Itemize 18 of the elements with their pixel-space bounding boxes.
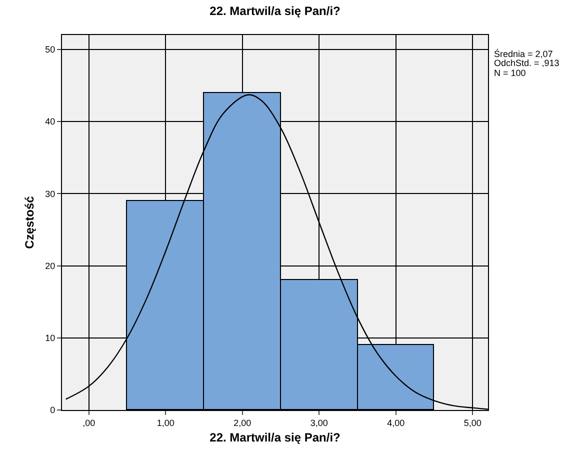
- y-tick-label: 30: [45, 188, 56, 199]
- chart-title: 22. Martwil/a się Pan/i?: [210, 4, 340, 18]
- y-tick-label: 50: [45, 44, 56, 55]
- x-axis-title: 22. Martwil/a się Pan/i?: [210, 430, 340, 445]
- x-tick-label: ,00: [82, 418, 96, 428]
- x-tick-label: 5,00: [464, 418, 482, 428]
- y-tick-label: 10: [45, 333, 56, 344]
- y-axis-title: Częstość: [22, 196, 36, 249]
- y-tick-label: 0: [50, 405, 56, 416]
- y-tick-label: 40: [45, 116, 56, 127]
- text: Średnia = 2,07: [494, 48, 553, 59]
- x-tick-label: 3,00: [310, 418, 328, 428]
- x-tick-label: 2,00: [234, 418, 252, 428]
- x-tick-label: 1,00: [156, 418, 174, 428]
- x-tick-label: 4,00: [387, 418, 405, 428]
- y-tick-label: 20: [45, 260, 56, 271]
- text: OdchStd. = ,913: [494, 58, 560, 68]
- text: N = 100: [494, 68, 526, 78]
